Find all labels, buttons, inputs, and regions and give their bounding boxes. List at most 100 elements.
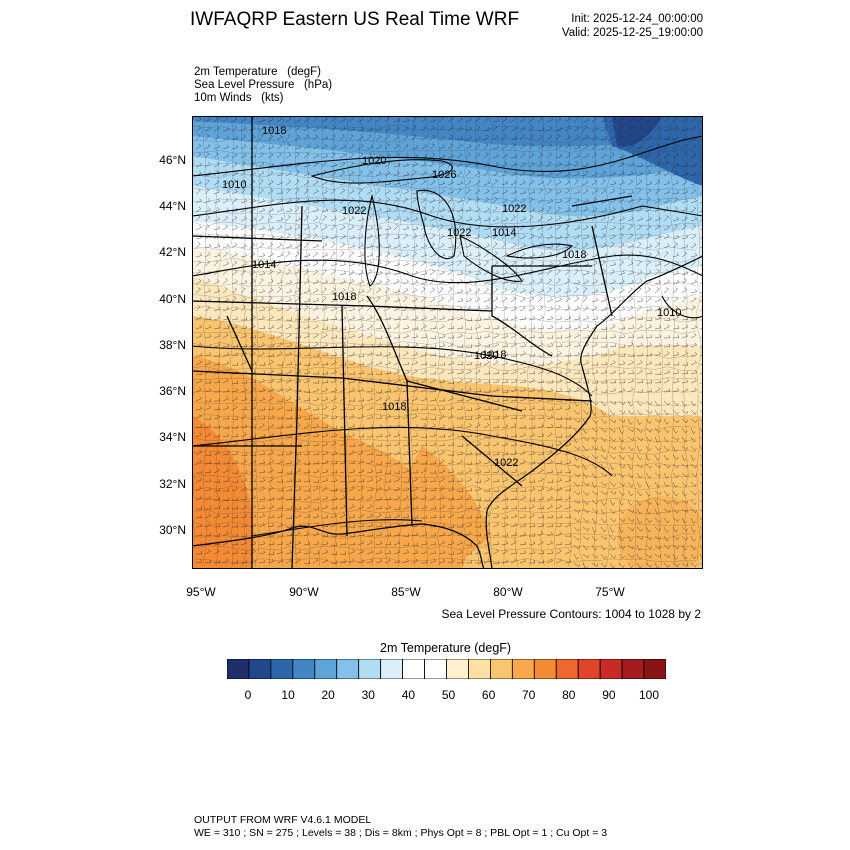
lat-label: 46°N	[159, 153, 186, 167]
wind-barb	[600, 472, 607, 478]
wind-barb	[384, 452, 392, 456]
wind-barb	[510, 369, 518, 375]
wind-barb	[421, 488, 428, 492]
wind-barb	[312, 260, 319, 267]
wind-barb	[294, 531, 301, 537]
wind-barb	[519, 470, 527, 474]
wind-barb	[240, 198, 248, 204]
wind-barb	[636, 116, 643, 123]
wind-barb	[267, 117, 274, 123]
wind-barb	[267, 477, 274, 483]
wind-barb	[528, 134, 534, 141]
wind-barb	[366, 451, 374, 456]
wind-barb	[636, 353, 644, 357]
wind-barb	[618, 400, 625, 406]
wind-barb	[348, 179, 355, 186]
wind-barb	[240, 477, 248, 483]
wind-barb	[600, 369, 608, 375]
wind-barb	[222, 396, 229, 402]
wind-barb	[609, 427, 616, 433]
wind-barb	[699, 436, 703, 441]
wind-barb	[546, 531, 554, 537]
wind-barb	[537, 477, 544, 483]
wind-barb	[213, 170, 219, 177]
wind-barb	[195, 371, 203, 375]
wind-barb	[672, 143, 679, 150]
wind-barb	[439, 362, 446, 366]
wind-barb	[600, 242, 607, 249]
wind-barb	[564, 135, 571, 141]
wind-barb	[231, 334, 239, 339]
wind-barb	[699, 260, 703, 267]
wind-barb	[231, 296, 237, 303]
wind-barb	[339, 362, 347, 366]
wind-barb	[375, 243, 382, 249]
wind-barb	[555, 144, 563, 150]
wind-barb	[492, 170, 499, 177]
wind-barb	[627, 535, 633, 542]
wind-barb	[600, 233, 606, 240]
wind-barb	[429, 278, 435, 285]
wind-barb	[555, 378, 563, 384]
wind-barb	[600, 361, 608, 366]
wind-barb	[240, 513, 248, 519]
wind-barb	[402, 333, 410, 339]
wind-barb	[438, 379, 446, 384]
wind-barb	[537, 188, 544, 195]
county-line	[192, 221, 697, 227]
wind-barb	[465, 361, 473, 366]
wind-barb	[429, 179, 436, 186]
wind-barb	[384, 296, 391, 303]
wind-barb	[303, 405, 311, 411]
wind-barb	[366, 324, 373, 330]
wind-barb	[231, 459, 239, 465]
wind-barb	[582, 117, 590, 123]
wind-barb	[429, 344, 437, 348]
wind-barb	[267, 468, 274, 474]
wind-barb	[258, 152, 264, 159]
wind-barb	[672, 270, 680, 276]
wind-barb	[510, 488, 518, 492]
wind-barb	[537, 278, 543, 285]
wind-barb	[195, 550, 203, 555]
wind-barb	[600, 454, 607, 460]
wind-barb	[267, 406, 275, 411]
wind-barb	[519, 152, 526, 159]
wind-barb	[438, 532, 446, 537]
wind-barb	[384, 395, 391, 402]
wind-barb	[285, 434, 293, 438]
wind-barb	[294, 334, 302, 339]
wind-barb	[429, 478, 437, 483]
wind-barb	[231, 125, 238, 132]
wind-barb	[645, 526, 652, 533]
wind-barb	[223, 488, 230, 492]
wind-barb	[366, 396, 374, 402]
wind-barb	[384, 180, 392, 186]
wind-barb	[582, 454, 589, 460]
wind-barb	[618, 553, 625, 560]
wind-barb	[492, 153, 500, 159]
lon-label: 80°W	[493, 585, 523, 599]
wind-barb	[357, 260, 363, 267]
wind-barb	[519, 252, 526, 258]
contour-note: Sea Level Pressure Contours: 1004 to 102…	[441, 607, 702, 621]
wind-barb	[492, 379, 500, 384]
wind-barb	[375, 371, 383, 375]
county-line	[254, 116, 260, 567]
wind-barb	[348, 450, 355, 456]
wind-barb	[321, 441, 329, 447]
wind-barb	[348, 152, 355, 159]
wind-barb	[483, 161, 490, 168]
county-line	[192, 233, 697, 239]
wind-barb	[690, 490, 697, 496]
wind-barb	[645, 445, 652, 452]
wind-barb	[420, 305, 427, 312]
wind-barb	[195, 406, 203, 411]
wind-barb	[312, 224, 319, 231]
wind-barb	[213, 135, 220, 141]
wind-barb	[582, 380, 590, 384]
wind-barb	[393, 117, 401, 123]
wind-barb	[258, 144, 265, 150]
wind-barb	[412, 515, 419, 519]
isobar-label: 1018	[382, 401, 406, 413]
